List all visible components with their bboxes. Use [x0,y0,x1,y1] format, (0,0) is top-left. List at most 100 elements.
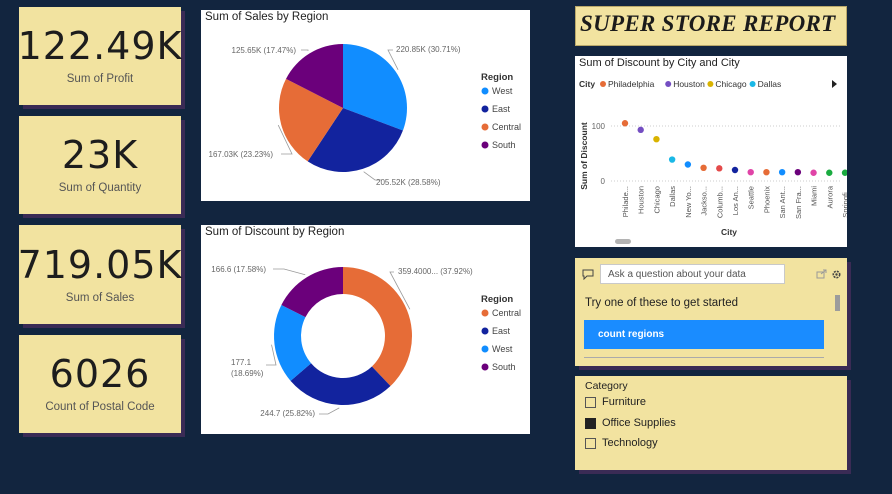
leader-line [301,49,309,51]
legend-item: East [492,326,511,336]
pie-slice-south [286,44,343,108]
kpi-value: 6026 [49,352,151,396]
leader-line [277,124,293,155]
slicer-title: Category [585,380,628,392]
scatter-point [653,136,660,143]
x-tick-label: Columb... [715,186,724,218]
legend-marker [481,105,489,113]
kpi-card-profit[interactable]: 122.49K Sum of Profit [18,7,181,105]
scatter-point [810,169,817,176]
data-label: 167.03K (23.23%) [209,150,274,159]
y-tick-label: 0 [601,177,606,186]
legend-marker [481,87,489,95]
legend-marker [481,363,489,371]
legend-item: Dallas [758,79,782,89]
y-axis-label: Sum of Discount [579,122,589,190]
legend-marker [749,81,756,87]
leader-line [319,407,340,415]
scatter-point [841,169,849,176]
checkbox[interactable] [585,417,596,429]
scatter-point [684,161,692,168]
x-tick-label: New Yo... [684,186,693,218]
sales-pie-svg: 220.85K (30.71%) 205.52K (28.58%) 167.03K … [209,44,521,187]
discount-by-city-chart[interactable]: Sum of Discount by City and City City Phi… [575,56,850,247]
checkbox[interactable] [585,437,596,449]
pie-slice-south [281,267,343,318]
divider [584,357,824,358]
x-tick-label: San Fra... [794,186,803,219]
scatter-point [778,169,786,176]
kpi-label: Sum of Sales [65,291,135,304]
pie-slice-east [290,363,391,405]
legend-title: City [579,79,595,89]
scatter-point [826,169,833,176]
checkbox[interactable] [585,396,596,408]
x-tick-label: Jackso... [700,186,709,216]
kpi-label: Sum of Quantity [58,182,142,194]
scrollbar[interactable] [835,295,840,311]
report-title: SUPER STORE REPORT [580,11,836,36]
legend-marker [707,81,714,87]
city-scatter-svg: City Philadelphia Houston Chicago Dallas 100 0… [579,79,850,244]
qa-question-input[interactable]: Ask a question about your data [600,264,785,284]
chart-title: Sum of Discount by Region [205,226,345,238]
chevron-right-icon [832,80,837,88]
chart-title: Sum of Sales by Region [205,11,329,23]
kpi-value: 719.05K [17,242,183,287]
legend-marker [481,345,489,353]
scatter-point [747,169,754,176]
qa-prompt-text: Try one of these to get started [585,297,738,309]
x-tick-label: Philade... [621,186,630,217]
pie-slice-central [343,267,412,387]
legend-item: West [492,344,513,354]
data-label: 220.85K (30.71%) [396,45,461,54]
legend-marker [665,81,672,87]
leader-line [389,271,411,310]
slicer-item-label: Technology [602,437,658,449]
qa-suggestion-button[interactable]: count regions [584,320,824,349]
slicer-item-technology[interactable]: Technology [585,437,658,449]
legend-item: Philadelphia [608,79,655,89]
data-label: 166.6 (17.58%) [211,265,266,274]
kpi-card-quantity[interactable]: 23K Sum of Quantity [19,116,181,214]
x-axis-label: City [721,227,737,237]
legend-marker [600,81,606,87]
legend-marker [481,123,489,131]
legend-item: Houston [673,79,705,89]
data-label: 177.1 [231,358,252,367]
scatter-point [700,164,707,171]
kpi-card-postal-code[interactable]: 6026 Count of Postal Code [19,335,181,433]
x-tick-label: Chicago [652,186,661,214]
category-slicer[interactable]: Category Furniture Office Supplies Techn… [575,376,847,470]
scatter-point [668,156,676,163]
kpi-value: 23K [61,133,139,177]
kpi-label: Sum of Profit [66,73,134,85]
kpi-label: Count of Postal Code [45,401,155,413]
legend-item: Chicago [715,79,746,89]
legend-item: East [492,104,511,114]
leader-line [363,171,382,181]
scatter-point [794,169,802,176]
x-tick-label: Phoenix [762,186,771,213]
x-tick-label: Houston [637,186,646,214]
x-tick-label: Los An... [731,186,740,215]
gear-icon[interactable] [831,269,842,280]
slicer-item-furniture[interactable]: Furniture [585,396,646,408]
data-label: 244.7 (25.82%) [260,409,315,418]
discount-by-region-chart[interactable]: Sum of Discount by Region 359.4000... (3… [201,225,530,434]
share-icon[interactable] [816,269,827,280]
leader-line [266,344,277,366]
scatter-point [731,166,739,174]
legend-item: Central [492,308,521,318]
leader-line [273,268,306,276]
qa-visual[interactable]: Ask a question about your data Try one o… [575,258,847,366]
chat-icon [582,269,594,280]
legend-title: Region [481,72,513,83]
pie-slice-west [274,304,312,381]
kpi-card-sales[interactable]: 719.05K Sum of Sales [17,225,183,324]
data-label: 205.52K (28.58%) [376,178,441,187]
slicer-item-office-supplies[interactable]: Office Supplies [585,417,676,429]
scatter-point [637,126,644,134]
scrollbar [615,239,631,244]
sales-by-region-chart[interactable]: Sum of Sales by Region 220.85K (30.71%) 2… [201,10,530,201]
